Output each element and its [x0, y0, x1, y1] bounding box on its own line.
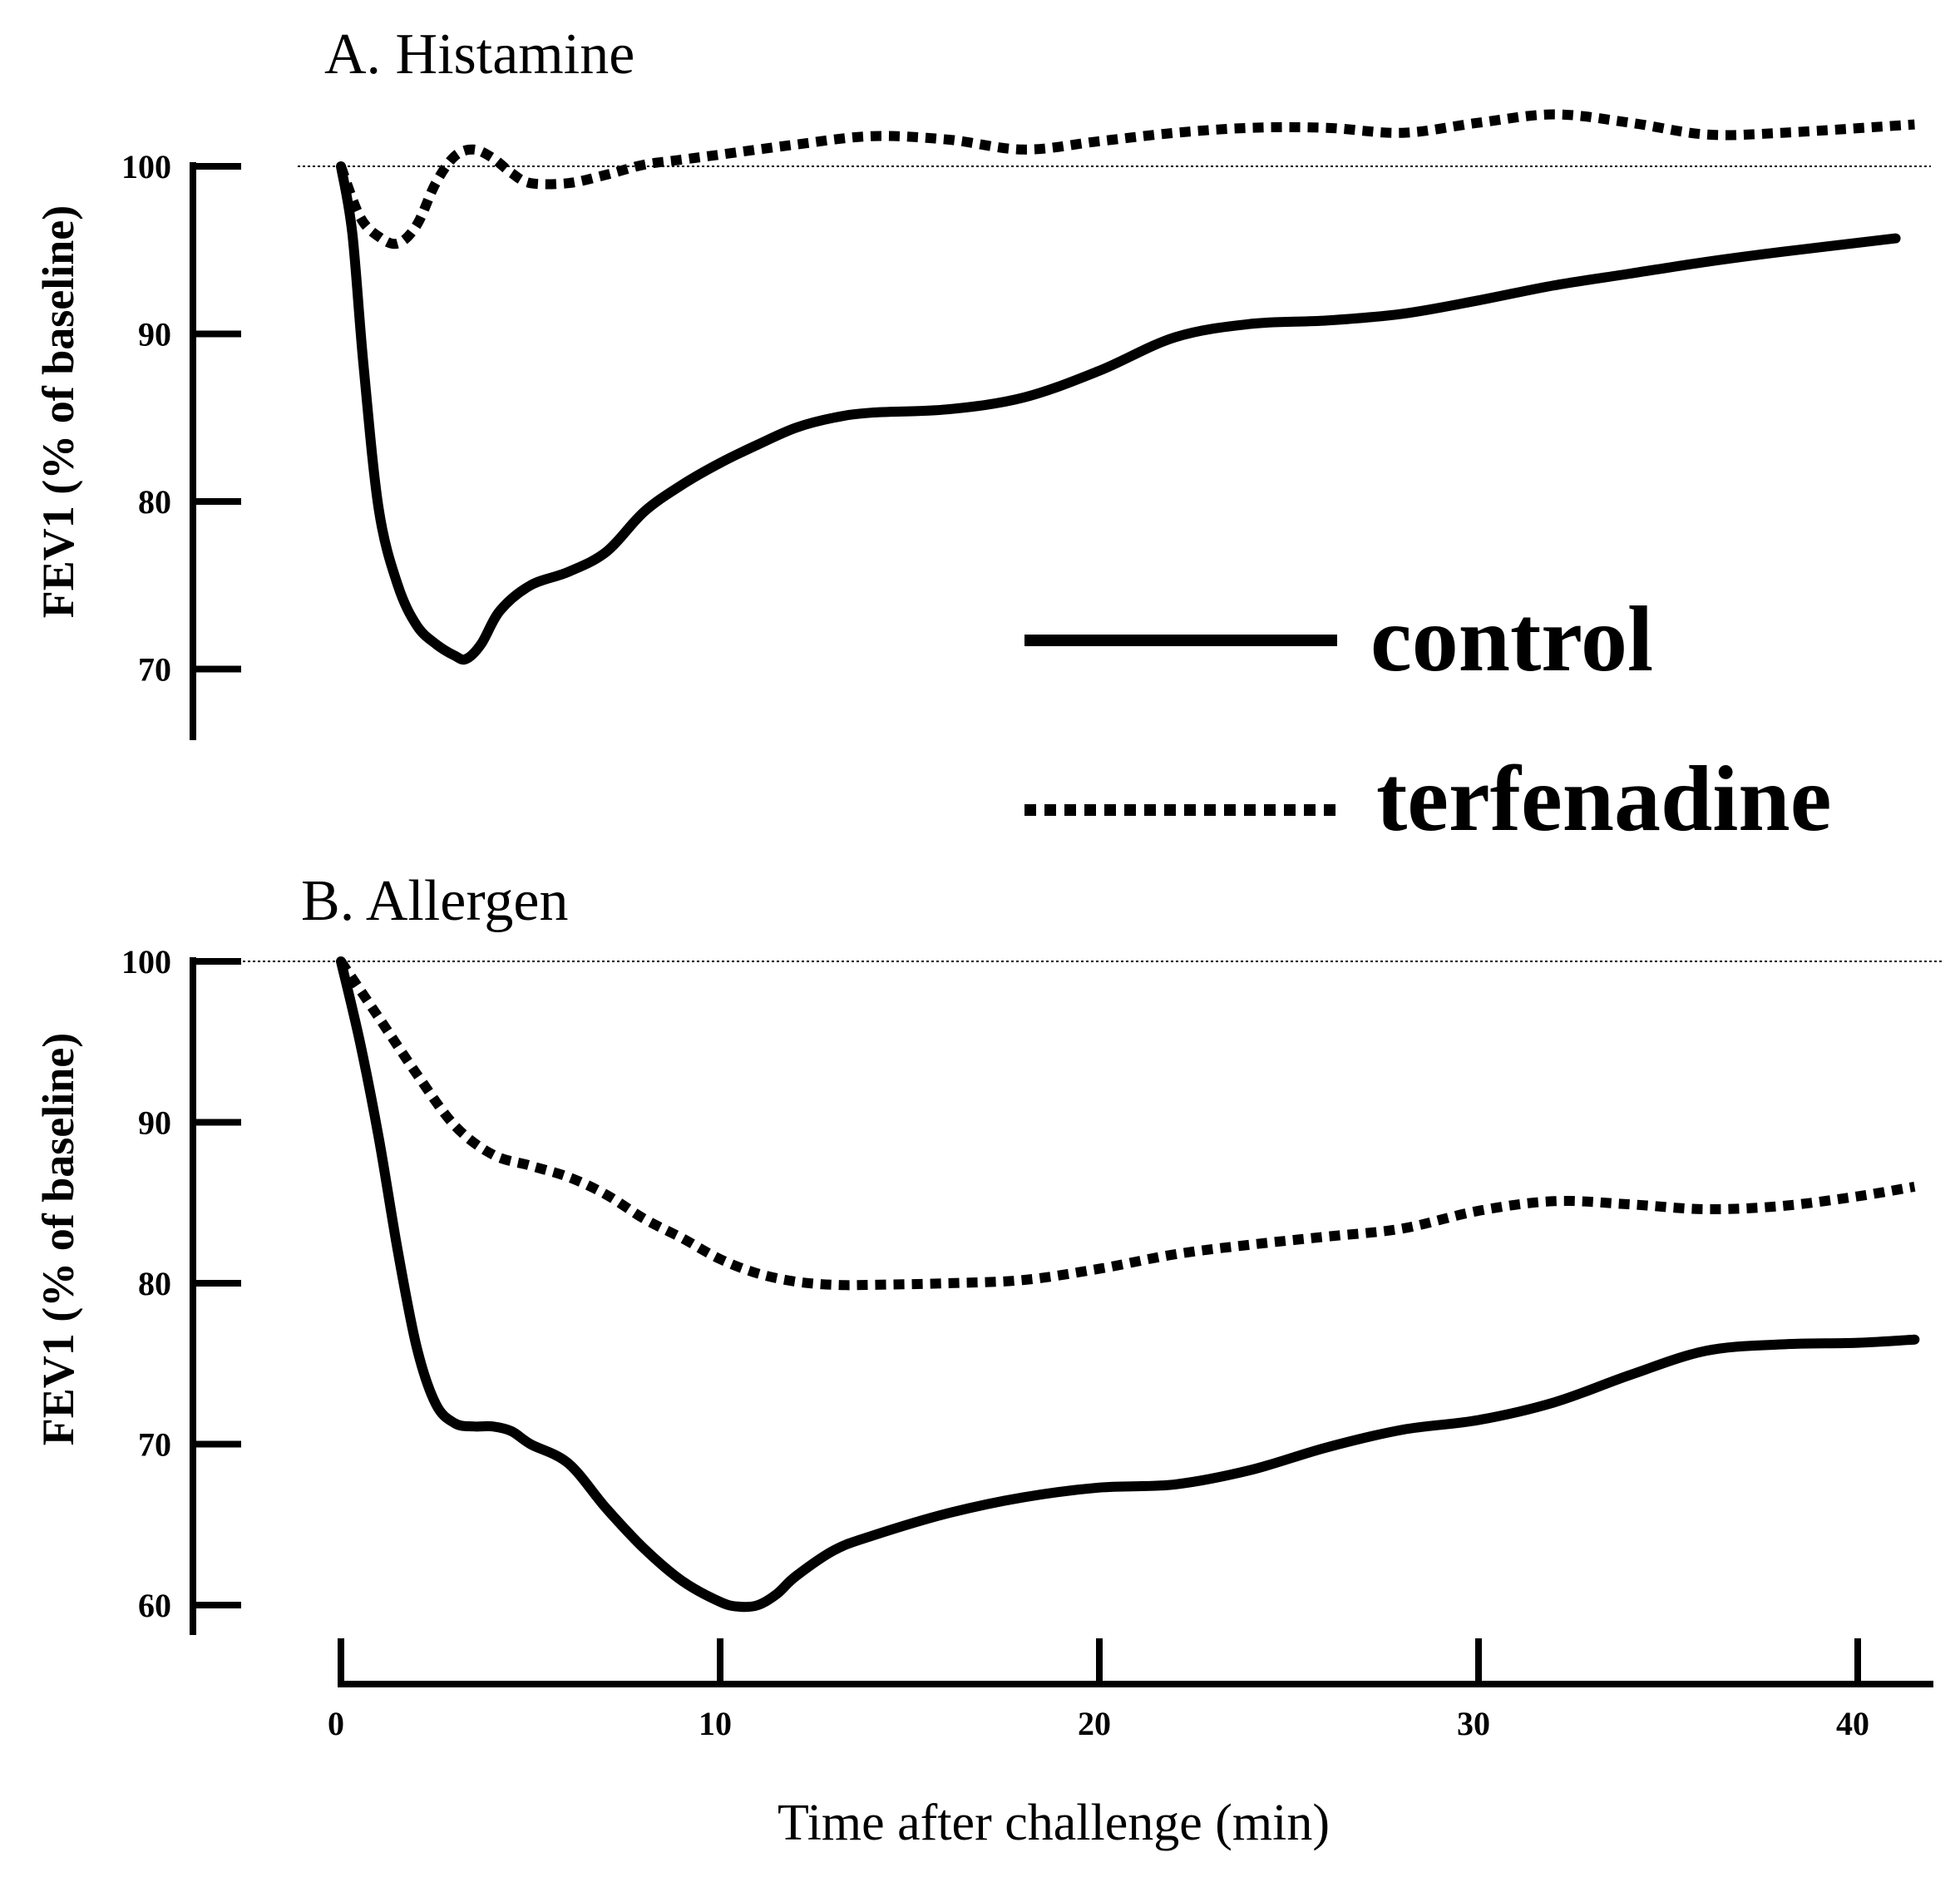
panel-histamine: A. Histamine FEV1 (% of baseline) 100 90 8…	[33, 22, 1931, 740]
panel-b-y-axis-label: FEV1 (% of baseline)	[33, 1033, 83, 1445]
x-tick-label: 10	[699, 1705, 732, 1742]
y-tick-label: 70	[138, 651, 171, 689]
x-tick-label: 30	[1457, 1705, 1490, 1742]
panel-b-title: B. Allergen	[301, 869, 568, 933]
x-axis-label: Time after challenge (min)	[778, 1795, 1330, 1851]
panel-b-control-line	[336, 956, 1920, 1613]
panel-a-control-line	[336, 161, 1901, 665]
panel-a-y-axis: 100 90 80 70	[121, 148, 241, 740]
x-tick-label: 20	[1078, 1705, 1111, 1742]
legend-terfenadine-label: terfenadine	[1376, 748, 1831, 851]
y-tick-label: 100	[121, 943, 171, 981]
y-tick-label: 70	[138, 1426, 171, 1464]
x-axis: 0 10 20 30 40	[328, 1638, 1933, 1742]
legend: control terfenadine	[1024, 588, 1831, 851]
panel-allergen: B. Allergen FEV1 (% of baseline) 1009080…	[33, 869, 1943, 1851]
panel-b-y-axis: 100 90 80 70 60	[121, 943, 241, 1635]
x-tick-label: 0	[328, 1705, 344, 1742]
x-tick-label: 40	[1836, 1705, 1869, 1742]
panel-a-terfenadine-line	[336, 109, 1915, 249]
panel-a-title: A. Histamine	[324, 22, 634, 86]
legend-control-label: control	[1370, 588, 1653, 691]
panel-b-terfenadine-line	[337, 958, 1916, 1291]
y-tick-label: 100	[121, 148, 171, 185]
y-tick-label: 80	[138, 483, 171, 521]
y-tick-label: 90	[138, 1104, 171, 1142]
panel-a-y-axis-label: FEV1 (% of baseline)	[33, 205, 83, 618]
y-tick-label: 80	[138, 1265, 171, 1302]
y-tick-label: 60	[138, 1587, 171, 1624]
y-tick-label: 90	[138, 316, 171, 353]
